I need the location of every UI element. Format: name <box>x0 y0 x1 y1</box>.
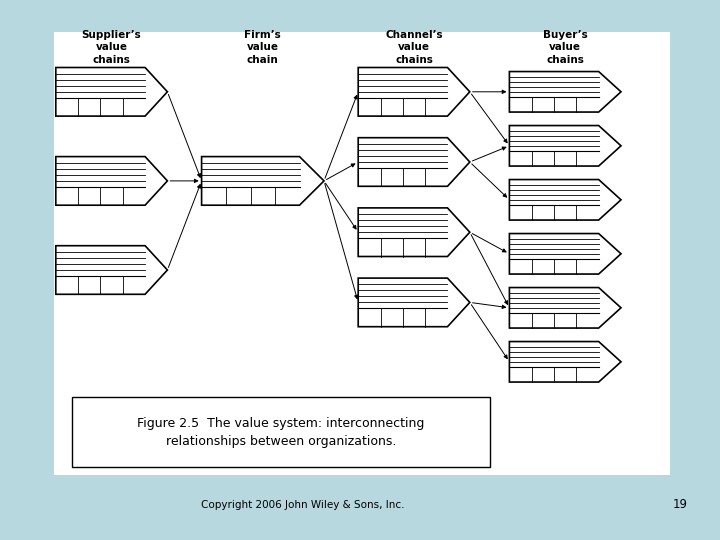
Polygon shape <box>358 208 469 256</box>
Text: Copyright 2006 John Wiley & Sons, Inc.: Copyright 2006 John Wiley & Sons, Inc. <box>201 500 404 510</box>
Polygon shape <box>510 179 621 220</box>
Polygon shape <box>510 71 621 112</box>
Text: Channel’s
value
chains: Channel’s value chains <box>385 30 443 64</box>
Polygon shape <box>202 157 324 205</box>
Text: Firm’s
value
chain: Firm’s value chain <box>244 30 282 64</box>
Polygon shape <box>510 287 621 328</box>
Bar <box>54 32 670 475</box>
Polygon shape <box>358 68 469 116</box>
Text: Figure 2.5  The value system: interconnecting
relationships between organization: Figure 2.5 The value system: interconnec… <box>137 416 425 448</box>
Polygon shape <box>510 342 621 382</box>
Text: Supplier’s
value
chains: Supplier’s value chains <box>82 30 141 64</box>
Polygon shape <box>358 278 469 327</box>
Bar <box>72 397 490 467</box>
Polygon shape <box>510 126 621 166</box>
Text: 19: 19 <box>672 498 688 511</box>
Polygon shape <box>56 246 167 294</box>
Polygon shape <box>56 68 167 116</box>
Polygon shape <box>56 157 167 205</box>
Polygon shape <box>510 233 621 274</box>
Polygon shape <box>358 138 469 186</box>
Text: Buyer’s
value
chains: Buyer’s value chains <box>543 30 588 64</box>
